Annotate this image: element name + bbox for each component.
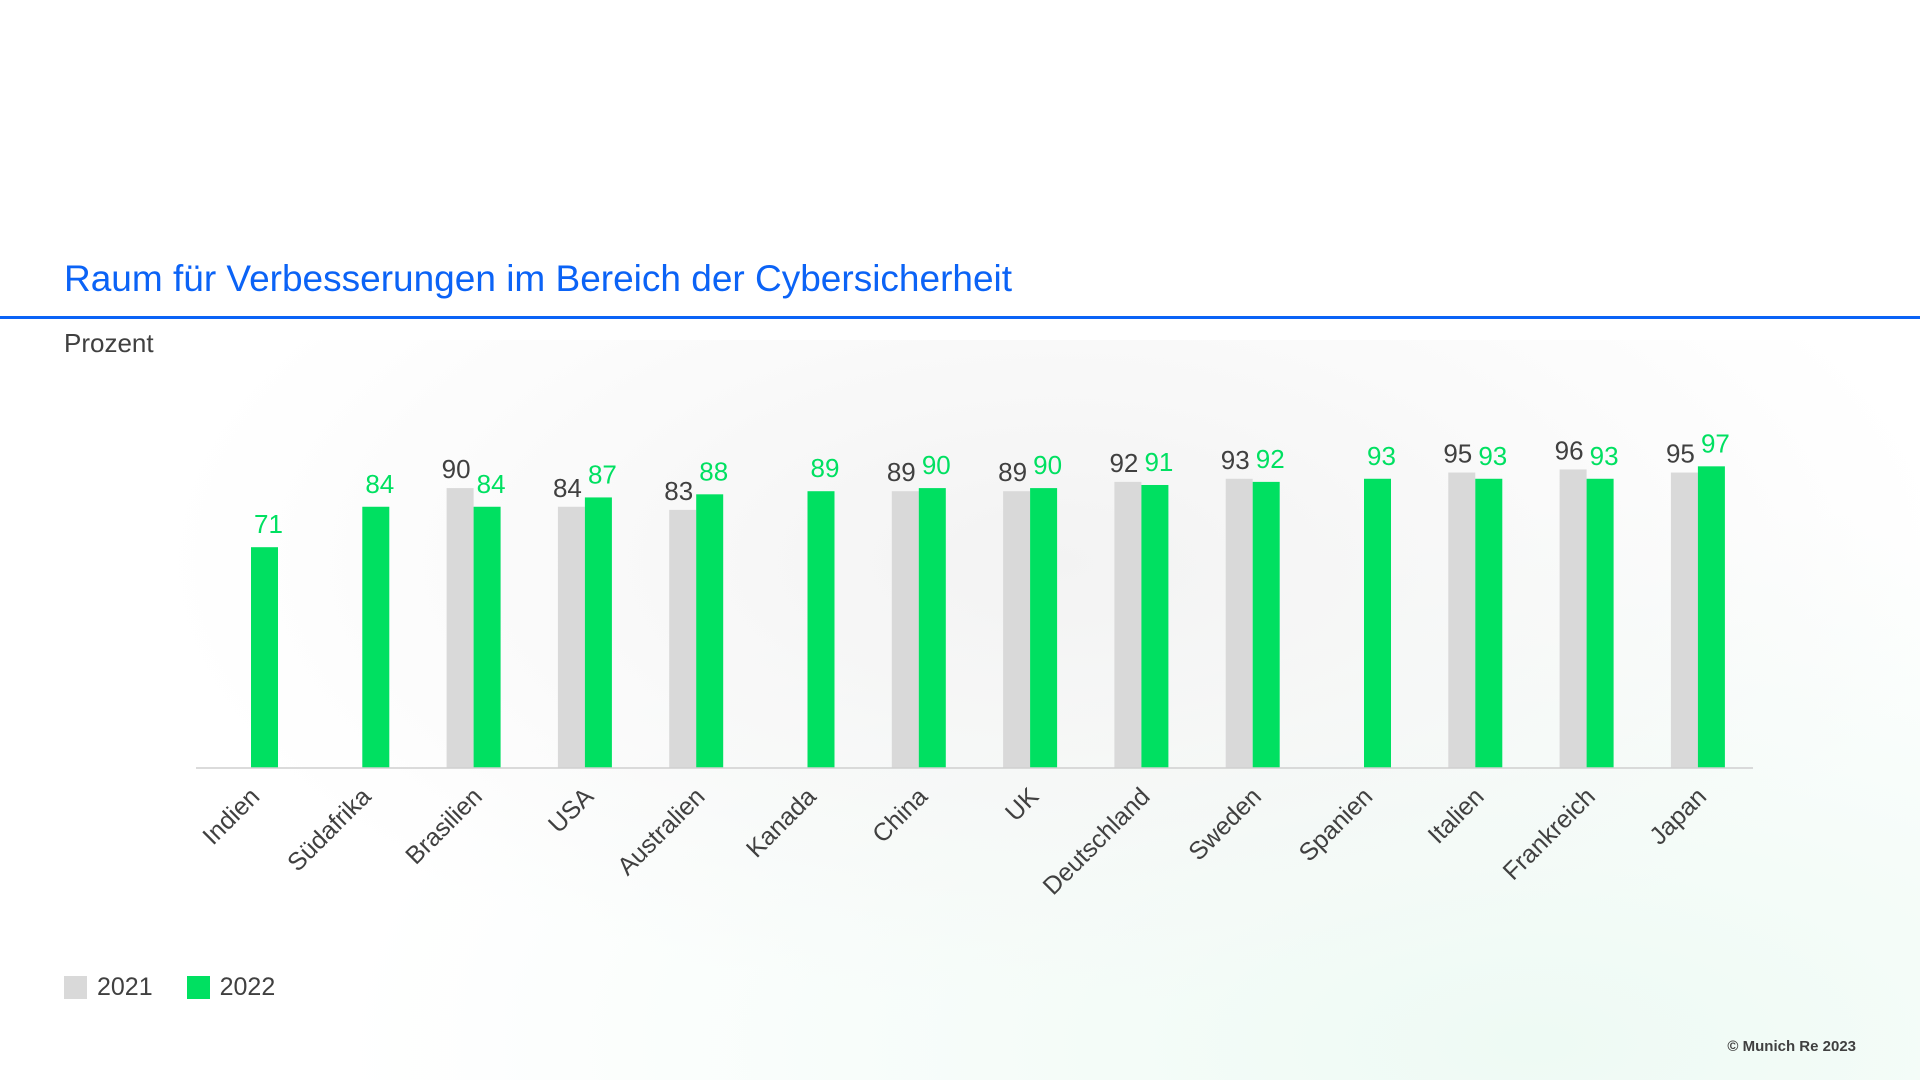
data-label-2022: 93	[1367, 441, 1396, 471]
bar-2021-deutschland	[1114, 481, 1142, 768]
bar-2021-italien	[1448, 472, 1476, 768]
data-label-2022: 90	[1033, 450, 1062, 480]
x-tick-label: Frankreich	[1498, 782, 1601, 885]
bar-2022-italien	[1475, 478, 1503, 768]
bar-2021-frankreich	[1559, 469, 1587, 768]
bar-2021-australien	[669, 509, 697, 768]
bar-2021-usa	[557, 506, 585, 768]
data-label-2022: 91	[1144, 447, 1173, 477]
bar-2021-japan	[1670, 472, 1698, 768]
bar-2021-uk	[1003, 491, 1031, 768]
bar-2022-brasilien	[473, 506, 501, 768]
bar-2022-australien	[696, 494, 724, 768]
bar-2022-japan	[1697, 466, 1725, 768]
bar-2022-spanien	[1364, 478, 1391, 768]
x-tick-label: UK	[1000, 782, 1045, 827]
bar-2022-südafrika	[362, 506, 390, 768]
data-label-2022: 87	[588, 459, 617, 489]
data-label-2022: 92	[1256, 444, 1285, 474]
x-tick-label: Sweden	[1183, 782, 1267, 866]
data-label-2022: 71	[254, 509, 283, 539]
data-label-2022: 88	[699, 456, 728, 486]
x-tick-label: Japan	[1644, 782, 1712, 850]
data-label-2022: 89	[811, 453, 840, 483]
x-tick-label: Südafrika	[282, 782, 377, 877]
x-tick-label: Spanien	[1294, 782, 1379, 867]
data-label-2021: 89	[887, 457, 916, 487]
bar-2021-china	[891, 491, 919, 768]
legend-label-2022: 2022	[219, 973, 276, 1001]
data-label-2022: 97	[1701, 428, 1730, 458]
bar-2022-frankreich	[1586, 478, 1614, 768]
data-label-2021: 83	[664, 476, 693, 506]
x-tick-label: Kanada	[741, 782, 822, 863]
data-label-2021: 95	[1443, 439, 1472, 469]
data-label-2022: 93	[1590, 441, 1619, 471]
legend-item-2022: 2022	[186, 973, 276, 1002]
bar-2022-indien	[251, 547, 278, 768]
legend-swatch-2022	[186, 976, 210, 999]
data-label-2022: 84	[477, 469, 506, 499]
legend-swatch-2021	[64, 976, 87, 999]
chart-title: Raum für Verbesserungen im Bereich der C…	[64, 258, 1013, 299]
data-label-2021: 90	[442, 454, 471, 484]
x-tick-label: Indien	[197, 782, 265, 850]
bar-2021-brasilien	[446, 488, 474, 768]
legend: 2021 2022	[64, 973, 275, 1002]
legend-label-2021: 2021	[97, 973, 153, 1001]
title-divider	[0, 316, 1920, 319]
copyright: © Munich Re 2023	[1727, 1038, 1856, 1055]
bar-2022-usa	[584, 497, 612, 768]
bar-2022-uk	[1030, 488, 1058, 768]
bar-2022-sweden	[1252, 481, 1280, 768]
data-label-2022: 93	[1478, 441, 1507, 471]
x-tick-label: Italien	[1423, 782, 1490, 849]
x-tick-label: Brasilien	[400, 782, 488, 870]
data-label-2021: 89	[998, 457, 1027, 487]
data-label-2021: 84	[553, 473, 582, 503]
data-label-2022: 90	[922, 450, 951, 480]
legend-item-2021: 2021	[64, 973, 153, 1002]
data-label-2021: 96	[1555, 435, 1584, 465]
data-label-2021: 92	[1109, 448, 1138, 478]
data-label-2022: 84	[365, 469, 394, 499]
bar-2022-kanada	[807, 491, 835, 768]
data-label-2021: 95	[1666, 439, 1695, 469]
data-label-2021: 93	[1221, 445, 1250, 475]
bar-2022-china	[918, 488, 946, 768]
y-axis-unit-label: Prozent	[64, 328, 154, 358]
x-tick-label: China	[867, 782, 933, 848]
bar-2022-deutschland	[1141, 484, 1169, 768]
x-tick-label: USA	[543, 782, 599, 838]
bar-2021-sweden	[1225, 478, 1253, 768]
x-tick-label: Deutschland	[1038, 782, 1156, 900]
x-tick-label: Australien	[612, 782, 710, 880]
